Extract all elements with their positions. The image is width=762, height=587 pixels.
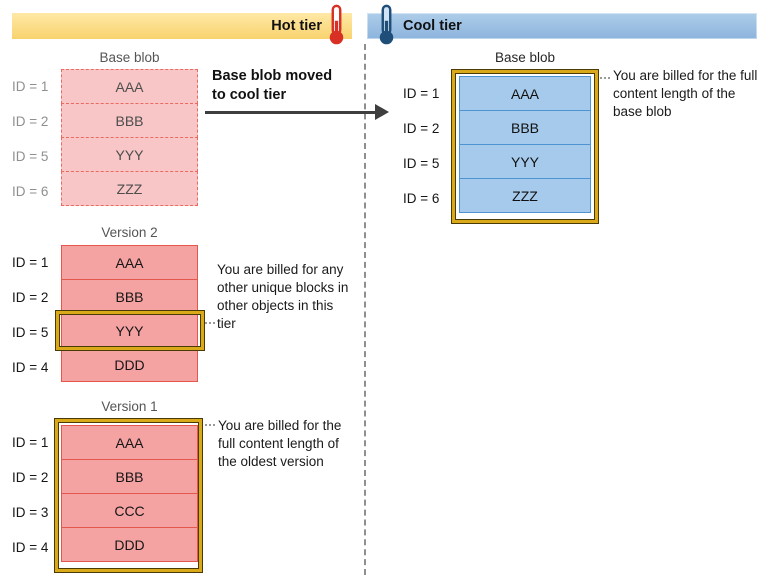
version1-id-column: ID = 1 ID = 2 ID = 3 ID = 4 <box>12 425 60 565</box>
block-cell: BBB <box>61 459 198 494</box>
move-to-cool-note: Base blob moved to cool tier <box>212 68 333 103</box>
cool-base-blob-annotation: You are billed for the full content leng… <box>613 68 758 119</box>
hot-thermometer-icon <box>329 4 344 45</box>
row-id-label: ID = 6 <box>12 184 49 199</box>
row-id-label: ID = 3 <box>12 505 49 520</box>
row-id-label: ID = 2 <box>12 114 49 129</box>
tier-divider-line <box>364 44 366 575</box>
version2-annotation: You are billed for any other unique bloc… <box>217 262 349 331</box>
row-id-label: ID = 1 <box>403 86 440 101</box>
block-cell: YYY <box>459 144 591 179</box>
row-id-label: ID = 5 <box>12 325 49 340</box>
version2-id-column: ID = 1 ID = 2 ID = 5 ID = 4 <box>12 245 60 385</box>
block-cell: BBB <box>61 103 198 138</box>
row-id-label: ID = 1 <box>12 435 49 450</box>
version1-annotation: You are billed for the full content leng… <box>218 418 342 469</box>
block-cell: BBB <box>459 110 591 145</box>
version2-table: AAA BBB YYY DDD <box>61 245 198 382</box>
cool-base-blob-id-column: ID = 1 ID = 2 ID = 5 ID = 6 <box>403 76 451 216</box>
block-cell: AAA <box>459 76 591 111</box>
block-cell: YYY <box>61 137 198 172</box>
block-cell: ZZZ <box>459 178 591 213</box>
version2-leader-dots <box>205 322 215 324</box>
hot-base-blob-id-column: ID = 1 ID = 2 ID = 5 ID = 6 <box>12 69 60 209</box>
cool-tier-bar <box>367 13 757 39</box>
block-cell: ZZZ <box>61 171 198 206</box>
block-cell: AAA <box>61 69 198 104</box>
row-id-label: ID = 2 <box>12 290 49 305</box>
hot-base-blob-title: Base blob <box>99 50 160 65</box>
version1-table: AAA BBB CCC DDD <box>61 425 198 562</box>
row-id-label: ID = 4 <box>12 360 49 375</box>
block-cell: DDD <box>61 527 198 562</box>
block-cell: YYY <box>61 313 198 348</box>
move-arrow-head <box>375 104 389 120</box>
version1-title: Version 1 <box>101 399 158 414</box>
row-id-label: ID = 1 <box>12 255 49 270</box>
cool-base-blob-title: Base blob <box>494 50 556 65</box>
hot-base-blob-table: AAA BBB YYY ZZZ <box>61 69 198 206</box>
block-cell: CCC <box>61 493 198 528</box>
version2-title: Version 2 <box>101 225 158 240</box>
block-cell: AAA <box>61 245 198 280</box>
cool-base-blob-leader-dots <box>600 77 610 79</box>
cool-tier-label: Cool tier <box>403 18 462 34</box>
hot-tier-bar <box>12 13 352 39</box>
block-cell: DDD <box>61 347 198 382</box>
row-id-label: ID = 1 <box>12 79 49 94</box>
row-id-label: ID = 6 <box>403 191 440 206</box>
row-id-label: ID = 2 <box>12 470 49 485</box>
block-cell: BBB <box>61 279 198 314</box>
block-cell: AAA <box>61 425 198 460</box>
cool-base-blob-table: AAA BBB YYY ZZZ <box>459 76 591 213</box>
row-id-label: ID = 5 <box>403 156 440 171</box>
cool-thermometer-icon <box>379 4 394 45</box>
hot-tier-label: Hot tier <box>271 18 322 34</box>
row-id-label: ID = 4 <box>12 540 49 555</box>
version1-leader-dots <box>205 424 215 426</box>
row-id-label: ID = 5 <box>12 149 49 164</box>
row-id-label: ID = 2 <box>403 121 440 136</box>
move-arrow-line <box>205 111 377 114</box>
